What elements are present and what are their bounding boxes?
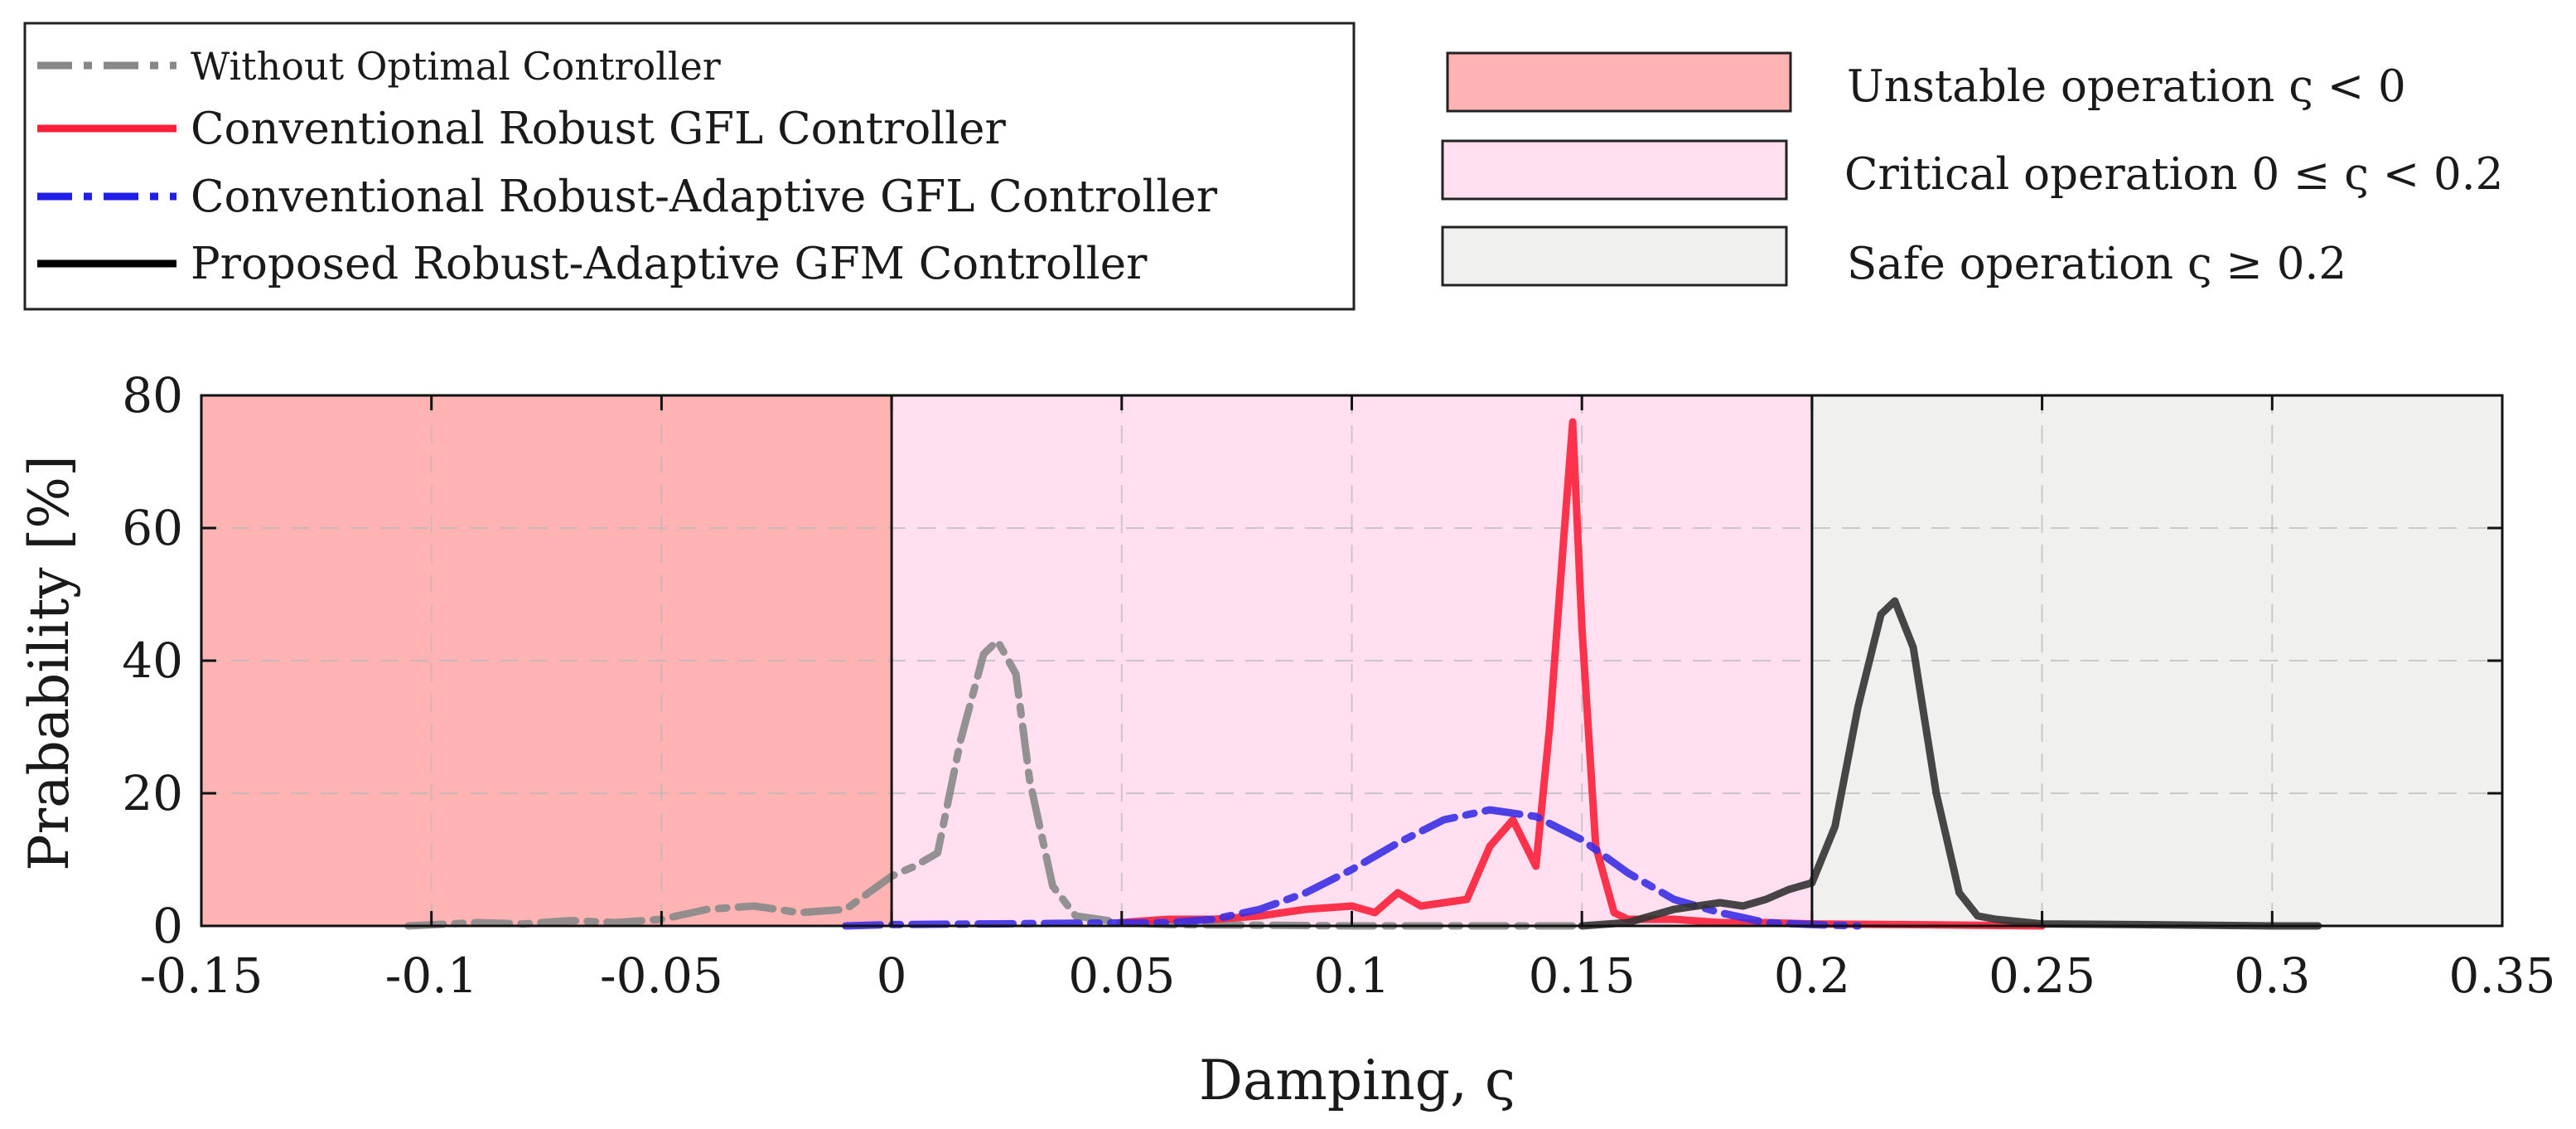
tick-labels: -0.15 -0.1 -0.05 0 0.05 0.1 0.15 0.2 0.25 0.3 0.35… xyxy=(122,367,2555,1004)
x-tick-label: 0.05 xyxy=(1068,947,1175,1004)
legend-label-safe: Safe operation ς ≥ 0.2 xyxy=(1847,239,2346,289)
x-tick-label: 0.1 xyxy=(1313,947,1389,1004)
legend-label-critical: Critical operation 0 ≤ ς < 0.2 xyxy=(1844,149,2503,200)
series-legend-box xyxy=(23,22,1356,311)
y-tick-label: 80 xyxy=(122,367,183,424)
x-tick-label: 0.2 xyxy=(1774,947,1850,1004)
legend-label-without-optimal: Without Optimal Controller xyxy=(191,44,721,89)
y-tick-label: 20 xyxy=(122,765,183,821)
x-tick-label: 0.3 xyxy=(2234,947,2310,1004)
grid xyxy=(201,395,2502,926)
legend-swatch-critical xyxy=(1441,139,1788,201)
series-line-proposed-robust-adaptive-gfm-controller xyxy=(1578,597,2322,930)
y-tick-label: 60 xyxy=(122,500,183,556)
series-lines xyxy=(404,418,2322,930)
x-tick-label: -0.1 xyxy=(385,947,478,1004)
legend-label-proposed-gfm: Proposed Robust-Adaptive GFM Controller xyxy=(191,239,1148,289)
legend-label-unstable: Unstable operation ς < 0 xyxy=(1847,61,2406,112)
series-legend: Without Optimal Controller Conventional … xyxy=(23,22,1356,311)
x-tick-label: 0.35 xyxy=(2448,947,2555,1004)
x-axis-title: Damping, ς xyxy=(1199,1049,1515,1112)
y-tick-label: 0 xyxy=(152,898,183,954)
x-tick-label: 0.15 xyxy=(1529,947,1636,1004)
series-line-conventional-robust-adaptive-gfl-controller xyxy=(842,806,1862,930)
y-tick-label: 40 xyxy=(122,632,183,689)
x-tick-label: 0 xyxy=(877,947,907,1004)
legend-swatch-unstable xyxy=(1446,51,1792,113)
legend-label-robust-gfl: Conventional Robust GFL Controller xyxy=(191,104,1007,154)
series-line-conventional-robust-gfl-controller xyxy=(1118,418,2047,930)
y-axis-title: Prabability [%] xyxy=(17,455,81,870)
series-line-without-optimal-controller xyxy=(404,637,1586,930)
legend-swatch-safe xyxy=(1441,225,1788,287)
x-tick-label: -0.15 xyxy=(140,947,263,1004)
legend-label-robust-adaptive-gfl: Conventional Robust-Adaptive GFL Control… xyxy=(191,172,1218,222)
x-tick-label: 0.25 xyxy=(1989,947,2095,1004)
region-legend: Unstable operation ς < 0 Critical operat… xyxy=(1441,51,2503,289)
axes xyxy=(200,394,2504,928)
x-tick-label: -0.05 xyxy=(600,947,723,1004)
